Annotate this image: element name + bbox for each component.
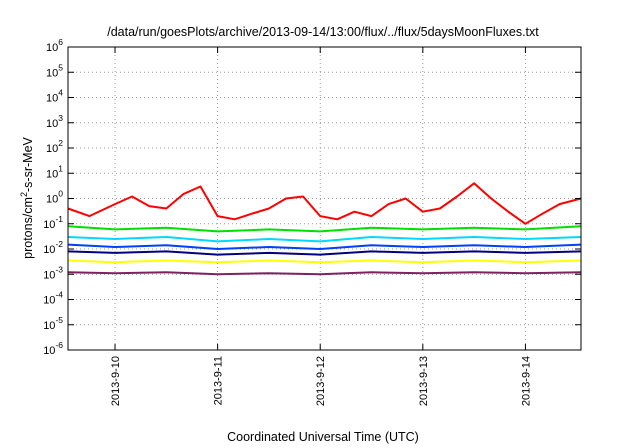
y-tick-label: 106 <box>46 37 63 54</box>
y-tick-label: 103 <box>46 113 63 130</box>
y-tick-labels: 10-6 10-5 10-4 10-3 10-2 10-1 100 101 102 103 104 1… <box>43 37 63 357</box>
series-line-2 <box>67 225 582 233</box>
y-tick-label: 10-6 <box>43 340 63 357</box>
x-tick-label: 2013-9-11 <box>213 356 225 405</box>
y-tick-label: 104 <box>46 88 63 105</box>
y-tick-label: 10-4 <box>43 290 63 307</box>
series-line-4 <box>67 243 582 250</box>
x-tick-label: 2013-9-13 <box>418 356 430 406</box>
y-tick-label: 10-3 <box>43 264 63 281</box>
y-tick-label: 105 <box>46 62 63 79</box>
x-tick-label: 2013-9-10 <box>110 356 122 406</box>
y-tick-label: 102 <box>46 138 63 155</box>
y-tick-label: 100 <box>46 189 63 206</box>
x-tick-label: 2013-9-14 <box>520 356 532 406</box>
series-layer <box>67 182 582 276</box>
series-line-7 <box>67 271 582 276</box>
chart-title: /data/run/goesPlots/archive/2013-09-14/1… <box>107 25 539 39</box>
ticks <box>68 46 581 351</box>
x-axis-label: Coordinated Universal Time (UTC) <box>227 430 419 444</box>
series-line-6 <box>67 259 582 264</box>
grid <box>68 47 581 350</box>
y-tick-label: 10-2 <box>43 239 63 256</box>
y-tick-label: 10-5 <box>43 315 63 332</box>
x-tick-labels: 2013-9-10 2013-9-11 2013-9-12 2013-9-13 2013… <box>110 356 532 406</box>
y-tick-label: 10-1 <box>43 214 63 231</box>
y-axis-label: protons/cm2-s-sr-MeV <box>19 136 35 258</box>
series-line-3 <box>67 236 582 243</box>
series-line-1 <box>67 182 582 225</box>
x-tick-label: 2013-9-12 <box>315 356 327 406</box>
y-tick-label: 101 <box>46 163 63 180</box>
series-line-5 <box>67 250 582 256</box>
